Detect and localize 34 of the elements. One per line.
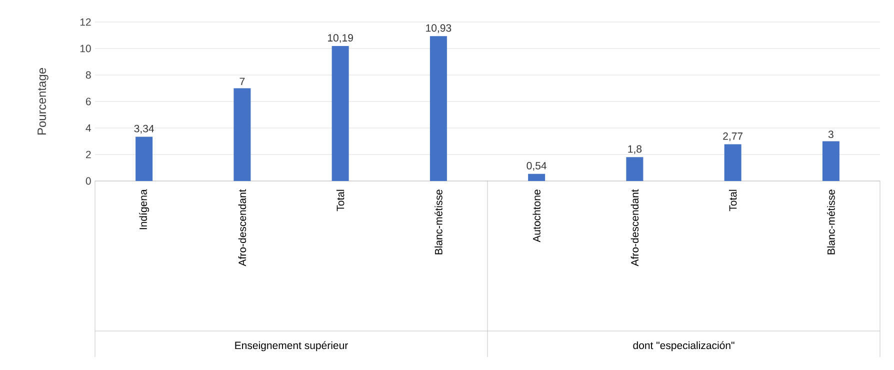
data-label: 0,54 <box>526 162 546 171</box>
y-axis-title: Pourcentage <box>38 68 48 135</box>
x-tick-label: Total <box>336 190 344 212</box>
bar <box>626 157 644 181</box>
y-tick-label: 10 <box>80 44 91 52</box>
bar <box>332 46 349 181</box>
data-label: 2,77 <box>723 132 743 142</box>
data-label: 3,34 <box>134 124 154 134</box>
text: Enseignement supérieur <box>235 341 348 352</box>
y-tick-label: 2 <box>86 150 91 158</box>
data-label: 1,8 <box>628 145 642 154</box>
data-label: 3 <box>828 130 834 138</box>
y-tick-label: 12 <box>80 18 91 26</box>
y-tick-label: 6 <box>86 98 91 106</box>
y-tick-label: 8 <box>86 71 91 79</box>
x-tick-label: Indígena <box>139 189 150 230</box>
text: dont "especialización" <box>633 341 734 352</box>
data-label: 7 <box>240 78 245 86</box>
x-tick-label: Afro-descendant <box>630 189 639 266</box>
bar <box>430 36 447 181</box>
x-tick-label: Blanc-métisse <box>827 190 835 254</box>
x-tick-label: Total <box>728 190 737 212</box>
x-tick-label: Autochtone <box>532 190 540 242</box>
data-label: 10,19 <box>328 34 353 43</box>
x-tick-label: Blanc-métisse <box>434 190 442 254</box>
y-tick-label: 4 <box>86 124 91 132</box>
bar <box>724 144 742 181</box>
data-label: 10,93 <box>426 24 452 33</box>
bar <box>822 141 840 181</box>
bar <box>234 88 251 181</box>
x-tick-label: Afro-descendant <box>238 189 246 266</box>
bar <box>136 136 153 181</box>
y-tick-label: 0 <box>86 177 91 185</box>
bar <box>528 174 546 181</box>
